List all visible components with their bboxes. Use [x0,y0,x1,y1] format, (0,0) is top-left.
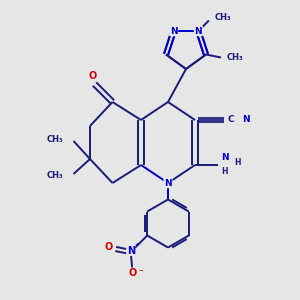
Text: H: H [222,167,228,176]
Text: C: C [228,115,234,124]
Text: N: N [164,178,172,188]
Text: O: O [129,268,137,278]
Text: ⁻: ⁻ [138,268,143,278]
Text: CH₃: CH₃ [215,13,232,22]
Text: H: H [234,158,241,167]
Text: N: N [242,115,250,124]
Text: N: N [221,153,229,162]
Text: O: O [104,242,112,253]
Text: CH₃: CH₃ [46,171,63,180]
Text: O: O [89,70,97,81]
Text: +: + [135,242,140,247]
Text: N: N [170,26,178,35]
Text: N: N [127,245,135,256]
Text: N: N [194,26,202,35]
Text: CH₃: CH₃ [227,53,244,62]
Text: CH₃: CH₃ [46,135,63,144]
